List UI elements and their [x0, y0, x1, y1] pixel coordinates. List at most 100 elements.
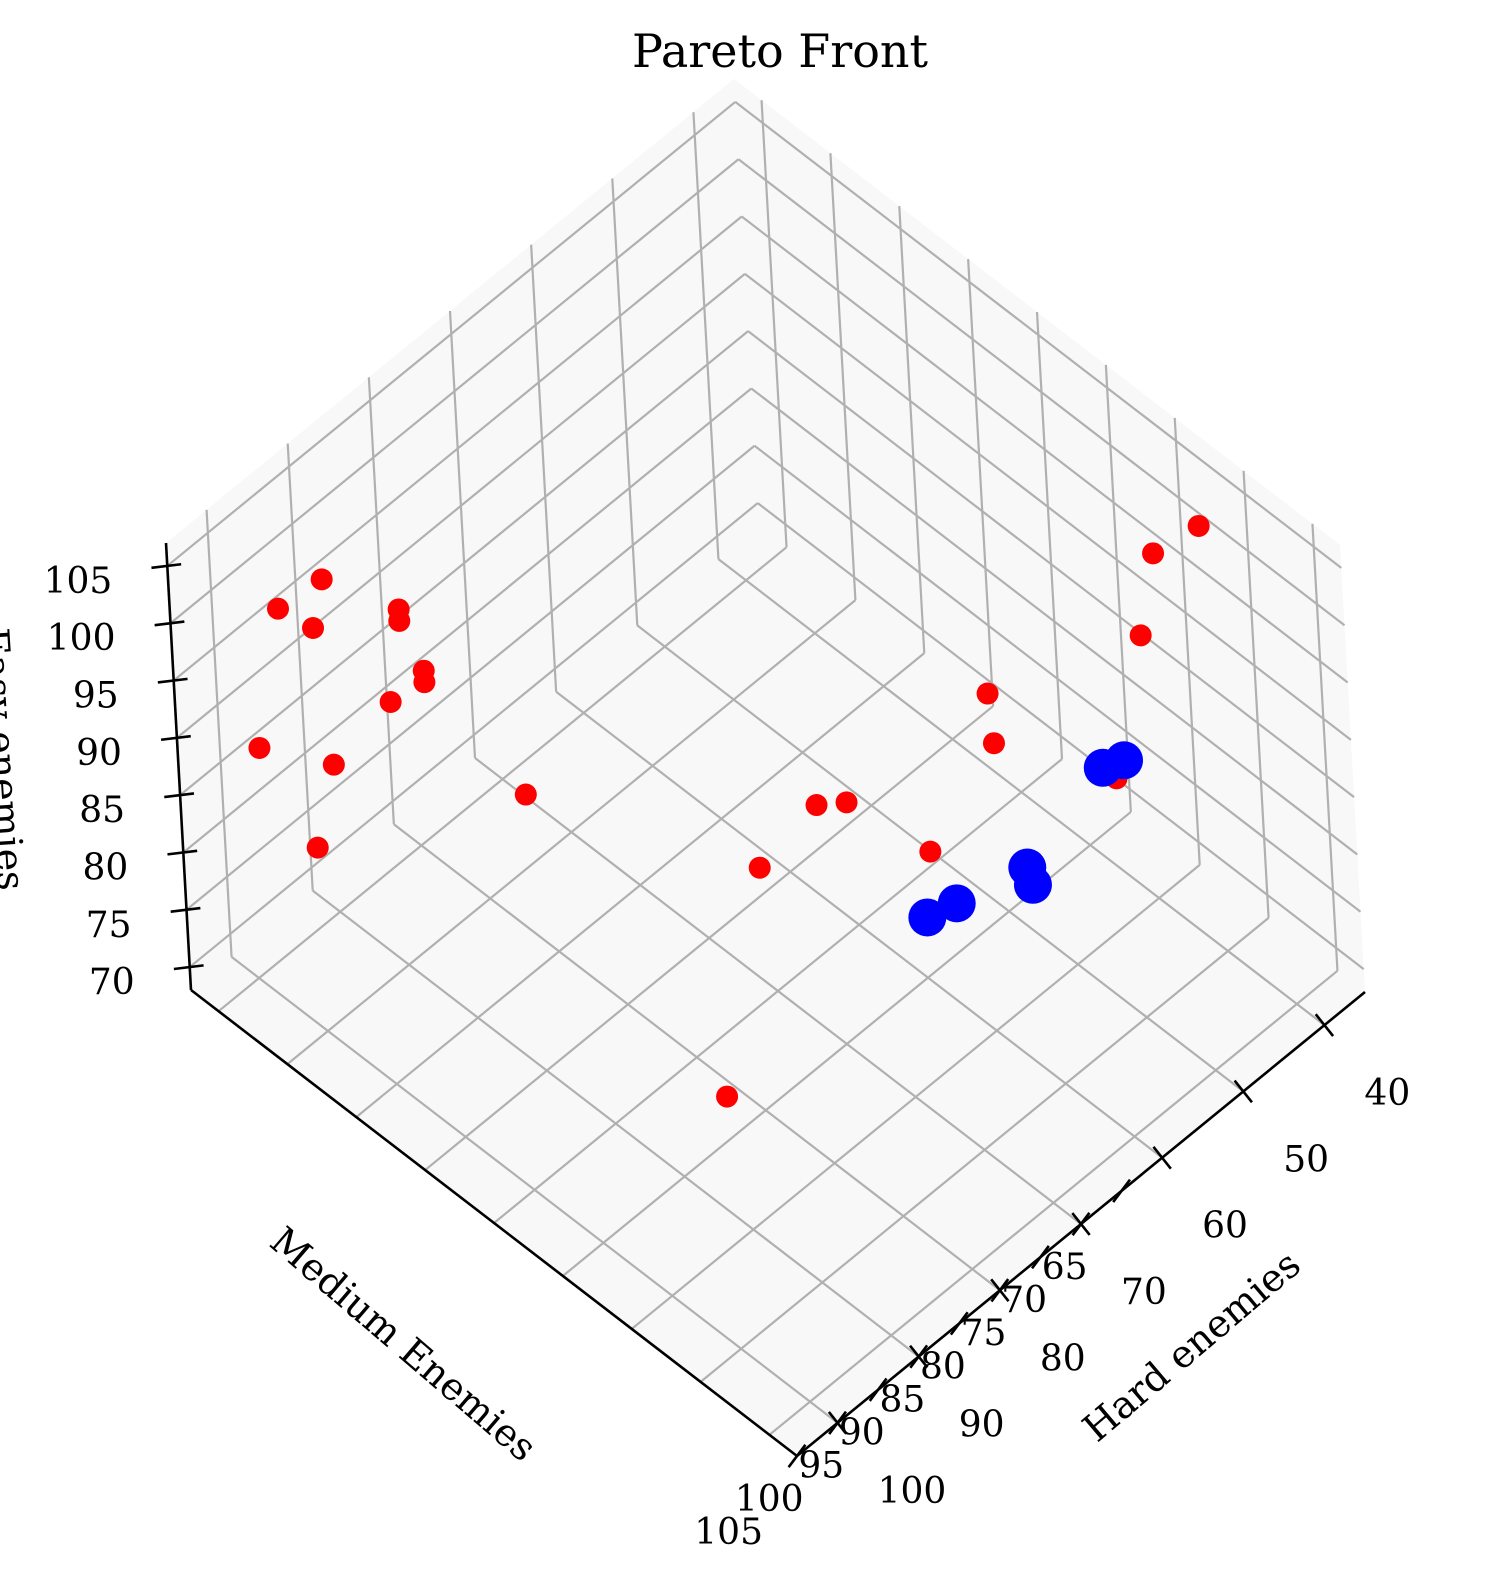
y-tick-label: 65	[1042, 1247, 1088, 1288]
y-tick	[868, 1377, 888, 1402]
grid-line	[448, 310, 477, 759]
y-tick-label: 85	[879, 1379, 925, 1420]
pareto-point	[1013, 865, 1052, 904]
x-tick-label: 100	[878, 1471, 947, 1512]
grid-line	[898, 206, 926, 654]
grid-line	[1311, 523, 1339, 971]
y-tick-label: 100	[735, 1479, 804, 1520]
grid-line	[757, 502, 1365, 970]
grid-line	[768, 969, 1339, 1436]
axes-panes	[166, 79, 1365, 1456]
grid-line	[967, 258, 995, 707]
grid-line	[286, 443, 314, 891]
dominated-point	[1187, 514, 1210, 537]
grid-line	[217, 546, 788, 1013]
z-axis-line	[164, 542, 193, 991]
grid-line	[1104, 364, 1132, 813]
dominated-point	[1142, 542, 1165, 565]
grid-line	[166, 101, 736, 567]
grid-line	[205, 509, 233, 957]
y-tick	[1030, 1245, 1050, 1270]
x-tick-label: 60	[1202, 1206, 1248, 1247]
pareto-point	[1105, 741, 1144, 780]
grid-line	[189, 502, 759, 968]
y-tick	[909, 1344, 929, 1369]
z-tick-label: 85	[79, 790, 125, 831]
y-tick	[949, 1311, 969, 1336]
x-tick-label: 90	[959, 1405, 1005, 1446]
y-tick-label: 80	[920, 1346, 966, 1387]
grid-line	[169, 158, 740, 625]
grid-line	[753, 444, 1362, 913]
grid-line	[611, 178, 639, 626]
grid-line	[1035, 311, 1064, 760]
x-tick-label: 50	[1283, 1139, 1329, 1180]
x-tick-label: 80	[1040, 1338, 1086, 1379]
tick-marks	[151, 562, 1335, 1468]
grid-line	[1173, 417, 1201, 865]
z-tick-label: 105	[44, 561, 113, 602]
grid-line	[747, 330, 1355, 799]
data-points	[248, 514, 1210, 1108]
z-tick	[151, 562, 182, 570]
y-tick-label: 95	[798, 1446, 844, 1487]
grid-line	[829, 153, 857, 601]
dominated-point	[976, 682, 999, 705]
grid-line	[182, 387, 753, 854]
dominated-point	[919, 840, 942, 863]
dominated-point	[310, 568, 333, 591]
chart-title: Pareto Front	[632, 24, 929, 78]
x-tick-label: 70	[1121, 1272, 1167, 1313]
x-tick	[1152, 1145, 1172, 1170]
z-tick	[160, 734, 191, 742]
y-tick	[828, 1410, 848, 1435]
z-tick-label: 75	[86, 905, 132, 946]
dominated-point	[716, 1085, 739, 1108]
x-tick	[1233, 1079, 1253, 1104]
pareto-point	[908, 898, 947, 937]
dominated-point	[805, 794, 828, 817]
z-tick	[173, 964, 204, 971]
z-tick-label: 90	[76, 733, 122, 774]
y-tick-label: 90	[839, 1413, 885, 1454]
dominated-point	[412, 659, 435, 682]
x-tick	[1314, 1013, 1335, 1037]
y-axis-label: Medium Enemies	[262, 1218, 545, 1470]
y-tick-label: 75	[961, 1313, 1007, 1354]
grid-line	[631, 864, 1201, 1330]
z-tick	[157, 677, 188, 684]
grid-line	[355, 652, 925, 1118]
dominated-point	[379, 691, 402, 714]
dominated-point	[302, 616, 325, 639]
grid-line	[172, 215, 743, 682]
grid-line	[1242, 470, 1270, 918]
dominated-point	[748, 856, 771, 879]
dominated-point	[322, 753, 345, 776]
tick-labels: 4050607080901006570758085909510010570758…	[44, 561, 1411, 1553]
z-tick	[164, 792, 195, 799]
z-tick-label: 100	[47, 618, 116, 659]
grid-line	[750, 387, 1358, 856]
y-tick-label: 70	[1001, 1280, 1047, 1321]
grid-line	[737, 158, 1346, 627]
grid-line	[176, 272, 746, 739]
y-axis-line	[190, 988, 798, 1458]
grid-line	[744, 272, 1352, 741]
grid-line	[530, 244, 558, 692]
x-axis-label: Hard enemies	[1074, 1242, 1308, 1450]
grid-line	[424, 705, 994, 1171]
grid-lines	[166, 100, 1365, 1436]
z-tick	[167, 849, 198, 856]
z-tick-label: 95	[73, 676, 119, 717]
grid-line	[699, 917, 1270, 1383]
z-tick-label: 80	[82, 847, 128, 888]
y-tick	[1071, 1212, 1091, 1236]
pareto-point	[937, 884, 976, 923]
grid-line	[185, 444, 756, 911]
dominated-point	[1129, 624, 1152, 647]
y-tick	[1112, 1178, 1132, 1203]
dominated-point	[982, 732, 1005, 755]
z-tick-label: 70	[89, 962, 135, 1003]
y-tick	[990, 1278, 1010, 1303]
